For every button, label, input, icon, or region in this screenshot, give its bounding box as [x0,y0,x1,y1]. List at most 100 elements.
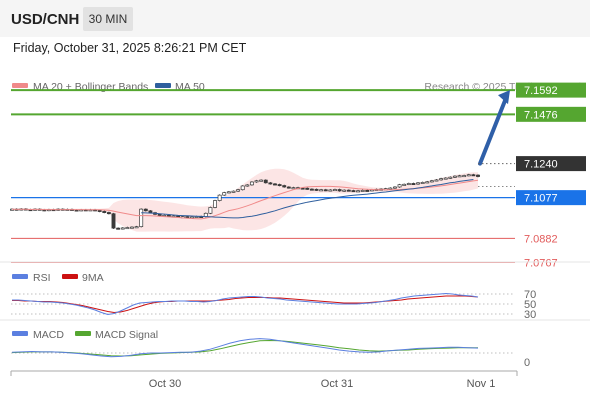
candle-body [328,189,333,192]
candle-body [148,210,153,214]
level-label: 7.0882 [524,233,558,245]
rsi-legend-swatch [12,274,28,279]
candle-body [452,175,457,178]
candle-body [263,179,268,184]
candle-body [268,182,273,185]
projection-arrow-head [498,90,510,105]
candle-body [402,183,407,186]
candle-body [139,208,144,228]
timestamp: Friday, October 31, 2025 8:26:21 PM CET [13,41,247,55]
candle-body [420,182,425,184]
ma20-legend-swatch [12,83,28,88]
candle-body [236,189,241,192]
current-price-tag-text: 7.1240 [524,159,558,171]
candle-body [245,184,250,187]
candle-body [309,188,314,191]
candle-body [356,190,360,193]
candle-body [222,192,227,196]
candle-body [333,189,337,192]
ma50-legend-swatch [155,83,171,88]
candle-body [97,210,102,212]
projection-arrow-shaft [478,96,508,166]
candle-body [208,207,213,214]
candle-body [397,184,402,188]
candle-body [429,180,434,183]
rsi-level-label: 30 [524,309,536,321]
macd-legend-swatch [12,331,28,336]
ma50-line [141,179,474,219]
candle-body [439,178,444,181]
macd-line [11,338,479,358]
symbol-label: USD/CNH [11,11,80,28]
candle-body [249,181,254,186]
candle-body [425,181,430,184]
candle-body [282,185,287,188]
rsi-line [12,292,479,316]
candle-body [346,189,351,192]
candle-body [213,200,217,208]
candle-body [365,189,370,192]
candle-body [277,184,282,187]
rsi-ma-legend-label: 9MA [82,272,104,284]
candle-body [443,177,448,180]
macd-zero-label: 0 [524,357,530,369]
rsi-level-label: 70 [524,289,536,301]
candle-body [323,189,328,192]
current-price-tag-bg [516,156,586,172]
candle-body [217,194,222,201]
ma50-legend-label: MA 50 [175,81,205,93]
candle-body [143,208,148,212]
candle-body [116,227,121,230]
candle-body [157,213,162,217]
candle-body [342,189,347,192]
candle-body [393,186,397,189]
x-tick-label: Nov 1 [467,378,496,390]
candle-body [240,185,245,191]
candle-body [466,174,471,177]
candle-body [74,209,79,212]
candle-body [314,188,319,191]
chart-header: USD/CNH 30 MIN [0,0,590,37]
candle-body [406,183,411,185]
bollinger-band [12,168,478,232]
candle-body [231,190,236,193]
level-tag-text: 7.1077 [524,193,558,205]
level-tag-bg [516,82,586,98]
candle-body [337,189,342,192]
x-tick-label: Oct 30 [149,378,181,390]
candle-body [351,190,356,193]
macd-signal-legend-label: MACD Signal [95,329,158,341]
ma20-legend-label: MA 20 + Bollinger Bands [33,81,148,93]
candle-body [471,174,476,177]
candle-body [476,174,480,177]
candle-body [300,187,305,190]
ma20-line [11,179,479,220]
candle-body [226,191,231,194]
candle-body [259,179,264,182]
candle-body [134,226,139,229]
candle-body [457,175,462,178]
candle-body [388,187,393,190]
candle-body [106,212,111,215]
candle-body [120,227,125,230]
candle-body [254,180,259,183]
level-tag-text: 7.1476 [524,109,558,121]
macd-signal-legend-swatch [75,331,91,336]
level-tag-bg [516,190,586,206]
candle-body [102,211,107,213]
timeframe-badge[interactable]: 30 MIN [83,7,133,31]
level-tag-text: 7.1592 [524,85,558,97]
x-tick-label: Oct 31 [321,378,353,390]
candle-body [291,187,296,190]
rsi-ma-line [12,295,479,314]
rsi-level-label: 50 [524,299,536,311]
macd-legend-label: MACD [33,329,64,341]
candle-body [273,183,277,186]
rsi-legend-label: RSI [33,272,51,284]
candle-body [286,186,291,189]
candle-body [434,179,439,182]
rsi-ma-legend-swatch [62,274,78,279]
candle-body [411,183,416,185]
level-tag-bg [516,106,586,122]
